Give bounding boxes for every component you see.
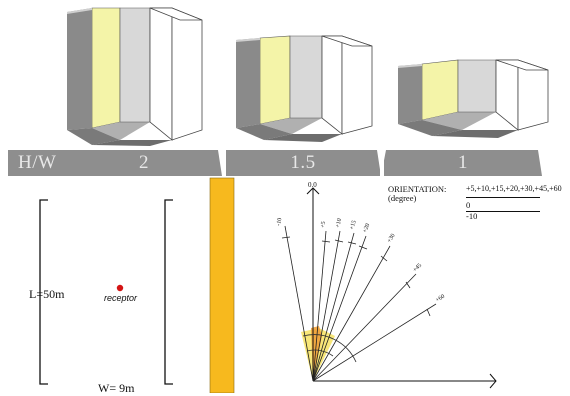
- orientation-unit: (degree): [388, 193, 417, 203]
- ray-plus-20: [312, 235, 367, 382]
- ray-label-zero: 0.0: [308, 181, 317, 189]
- orientation-divider-2: [466, 211, 540, 212]
- hw-ratio-2: 2: [139, 152, 149, 173]
- fan-arc-inner: [306, 349, 334, 357]
- ray-label-minus-10: -10: [276, 217, 283, 226]
- orientation-divider-1: [466, 197, 540, 198]
- hw-ratio-band-1: 1: [384, 150, 542, 176]
- fan-wedge-orange: [311, 326, 322, 381]
- hw-label: H/W: [18, 152, 57, 173]
- ray-label-plus-15: +15: [349, 220, 358, 231]
- width-label: W= 9m: [98, 381, 135, 395]
- street-strip: [209, 177, 235, 393]
- length-bracket: [39, 199, 48, 385]
- ray-plus-45: [312, 273, 417, 382]
- orientation-values-negative: -10: [466, 211, 478, 221]
- ray-plus-5: [312, 230, 327, 382]
- canyon-illustration-hw-2: [67, 7, 203, 146]
- plan-view: [39, 177, 235, 393]
- fan-arc: [302, 334, 357, 363]
- orientation-fan: 0.0 -10 +5 +10 +15 +20 +30 +45 +60: [276, 181, 497, 389]
- ray-plus-15: [312, 232, 355, 382]
- receptor-dot: [116, 284, 124, 292]
- ray-label-plus-30: +30: [387, 233, 397, 244]
- hw-ratio-band-1-5: 1.5: [226, 150, 380, 176]
- x-axis-arrow: [489, 373, 497, 389]
- ray-label-plus-10: +10: [335, 218, 343, 229]
- canyon-illustration-hw-1-5: [236, 35, 373, 142]
- band-separators: [218, 150, 546, 176]
- receptor-label: receptor: [104, 293, 138, 303]
- width-bracket: [164, 199, 173, 385]
- hw-label-band: H/W: [8, 150, 66, 176]
- orientation-values-zero: 0: [466, 200, 471, 210]
- ray-plus-60: [312, 303, 437, 382]
- hw-ratio-1-5: 1.5: [290, 152, 316, 173]
- ray-label-plus-20: +20: [362, 223, 371, 234]
- ray-label-plus-45: +45: [412, 263, 423, 274]
- ray-plus-10: [312, 230, 341, 382]
- ray-plus-30: [312, 245, 391, 382]
- ray-minus-10: [284, 225, 314, 382]
- length-label: L=50m: [29, 287, 65, 301]
- y-axis-arrow: [306, 187, 320, 195]
- hw-ratio-1: 1: [458, 152, 468, 173]
- ray-label-plus-60: +60: [435, 294, 446, 304]
- orientation-title: ORIENTATION:: [388, 184, 447, 194]
- ray-label-plus-5: +5: [320, 221, 327, 228]
- hw-ratio-band-2: 2: [66, 150, 222, 176]
- canyon-illustration-hw-1: [398, 59, 549, 138]
- orientation-values-positive: +5,+10,+15,+20,+30,+45,+60: [466, 184, 562, 193]
